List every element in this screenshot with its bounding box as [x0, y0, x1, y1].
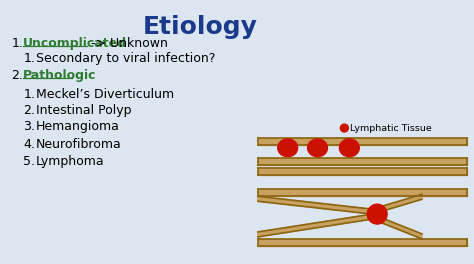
Text: 4.: 4.	[23, 138, 35, 151]
Text: 1.: 1.	[23, 88, 35, 101]
Text: 1.: 1.	[11, 37, 23, 50]
Ellipse shape	[278, 139, 298, 157]
Text: 5.: 5.	[23, 155, 35, 168]
Text: Neurofibroma: Neurofibroma	[36, 138, 122, 151]
Ellipse shape	[340, 124, 348, 132]
Ellipse shape	[367, 204, 387, 224]
Text: 1.: 1.	[23, 52, 35, 65]
Text: Hemangioma: Hemangioma	[36, 120, 120, 133]
Text: -> Unknown: -> Unknown	[87, 37, 168, 50]
Polygon shape	[258, 214, 372, 237]
Polygon shape	[372, 214, 422, 239]
Text: Meckel’s Diverticulum: Meckel’s Diverticulum	[36, 88, 174, 101]
Text: Lymphoma: Lymphoma	[36, 155, 105, 168]
Text: 2.: 2.	[11, 69, 23, 82]
Polygon shape	[372, 194, 422, 214]
Text: Pathologic: Pathologic	[23, 69, 97, 82]
Text: Lymphatic Tissue: Lymphatic Tissue	[350, 124, 432, 133]
Text: Secondary to viral infection?: Secondary to viral infection?	[36, 52, 216, 65]
Text: Intestinal Polyp: Intestinal Polyp	[36, 104, 132, 117]
Text: 2.: 2.	[23, 104, 35, 117]
Ellipse shape	[308, 139, 328, 157]
Text: 3.: 3.	[23, 120, 35, 133]
Text: Uncomplicated: Uncomplicated	[23, 37, 127, 50]
Text: Etiology: Etiology	[143, 15, 258, 39]
Ellipse shape	[339, 139, 359, 157]
Polygon shape	[258, 196, 372, 214]
